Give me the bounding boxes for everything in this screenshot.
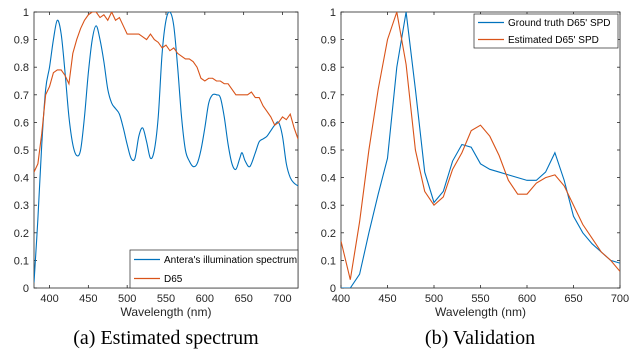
x-tick-label: 700 <box>273 293 291 305</box>
y-tick-label: 0.3 <box>321 200 336 212</box>
y-tick-label: 0.9 <box>14 35 29 47</box>
x-tick-label: 650 <box>564 293 582 305</box>
y-tick-label: 0.7 <box>14 90 29 102</box>
y-tick-label: 0.7 <box>321 90 336 102</box>
x-tick-label: 400 <box>40 293 58 305</box>
legend-box <box>473 13 619 49</box>
x-tick-label: 700 <box>611 293 629 305</box>
y-tick-label: 0.2 <box>321 228 336 240</box>
x-tick-label: 550 <box>471 293 489 305</box>
x-tick-label: 450 <box>378 293 396 305</box>
x-tick-label: 650 <box>234 293 252 305</box>
plot-area <box>340 11 621 289</box>
y-tick-label: 0.4 <box>14 173 29 185</box>
y-tick-label: 0.2 <box>14 228 29 240</box>
legend-label-2: D65 <box>164 274 183 285</box>
x-axis-label: Wavelength (nm) <box>435 305 526 319</box>
series-line-2 <box>34 12 298 173</box>
y-tick-label: 0.8 <box>321 62 336 74</box>
x-tick-label: 600 <box>518 293 536 305</box>
x-axis-label: Wavelength (nm) <box>121 305 212 319</box>
legend-label-2: Estimated D65' SPD <box>508 35 599 46</box>
y-tick-label: 0 <box>330 283 336 295</box>
legend: Ground truth D65' SPD Estimated D65' SPD <box>473 13 619 49</box>
x-tick-label: 600 <box>196 293 214 305</box>
y-tick-label: 0.5 <box>14 145 29 157</box>
legend-box <box>129 249 299 289</box>
y-tick-label: 0.5 <box>321 145 336 157</box>
subfigure-caption: (a) Estimated spectrum <box>73 327 259 349</box>
y-tick-label: 0.3 <box>14 200 29 212</box>
y-tick-label: 0.4 <box>321 173 336 185</box>
y-tick-label: 0.9 <box>321 35 336 47</box>
chart-panel-a: 400 450 500 550 600 650 700 0 0.1 0.2 0.3 0.4 0.5 0.6… <box>14 7 299 349</box>
x-tick-label: 500 <box>118 293 136 305</box>
y-tick-label: 0.8 <box>14 62 29 74</box>
y-tick-label: 0.6 <box>321 117 336 129</box>
x-tick-label: 400 <box>332 293 350 305</box>
x-tick-label: 550 <box>157 293 175 305</box>
y-tick-label: 0 <box>23 283 29 295</box>
series-line-1 <box>34 12 298 283</box>
series-line-1 <box>341 12 620 288</box>
y-tick-label: 1 <box>23 7 29 19</box>
y-tick-label: 0.6 <box>14 117 29 129</box>
legend-label-1: Antera's illumination spectrum <box>164 255 297 266</box>
chart-panel-b: 400 450 500 550 600 650 700 0 0.1 0.2 0.3 0.4 0.5 0.6… <box>321 7 629 349</box>
legend: Antera's illumination spectrum D65 <box>129 249 299 289</box>
x-tick-label: 500 <box>425 293 443 305</box>
series-line-2 <box>341 12 620 280</box>
x-tick-label: 450 <box>79 293 97 305</box>
subfigure-caption: (b) Validation <box>425 327 535 349</box>
y-tick-label: 1 <box>330 7 336 19</box>
y-tick-label: 0.1 <box>14 255 29 267</box>
y-tick-label: 0.1 <box>321 255 336 267</box>
legend-label-1: Ground truth D65' SPD <box>508 18 611 29</box>
